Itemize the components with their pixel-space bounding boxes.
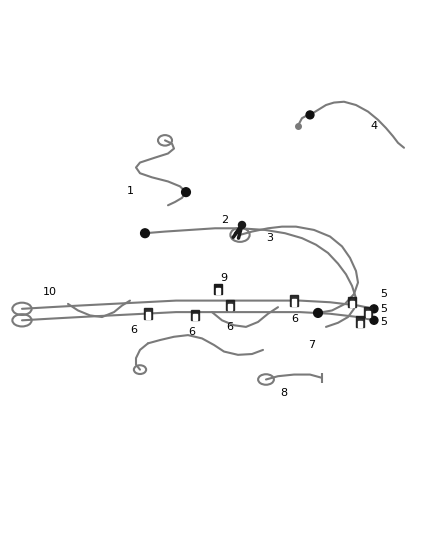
- Polygon shape: [228, 304, 232, 310]
- Circle shape: [182, 188, 191, 197]
- Text: 7: 7: [308, 340, 315, 350]
- Text: 10: 10: [43, 287, 57, 297]
- Text: 2: 2: [222, 215, 229, 225]
- Polygon shape: [348, 297, 357, 307]
- Text: 9: 9: [220, 272, 228, 282]
- Circle shape: [141, 229, 149, 238]
- Text: 6: 6: [188, 327, 195, 337]
- Text: 1: 1: [127, 187, 134, 196]
- Circle shape: [370, 317, 378, 324]
- Circle shape: [239, 222, 246, 229]
- Polygon shape: [364, 306, 372, 317]
- Polygon shape: [191, 310, 199, 320]
- Polygon shape: [216, 288, 220, 294]
- Polygon shape: [214, 284, 223, 294]
- Polygon shape: [144, 308, 152, 319]
- Text: 4: 4: [371, 122, 378, 132]
- Circle shape: [306, 111, 314, 119]
- Polygon shape: [292, 299, 296, 305]
- Polygon shape: [226, 300, 234, 310]
- Polygon shape: [193, 314, 197, 320]
- Text: 5: 5: [381, 317, 388, 327]
- Text: 8: 8: [280, 387, 288, 398]
- Text: 3: 3: [266, 233, 273, 243]
- Polygon shape: [356, 317, 364, 327]
- Text: 5: 5: [381, 304, 388, 314]
- Circle shape: [370, 305, 378, 313]
- Polygon shape: [146, 312, 150, 319]
- Polygon shape: [350, 301, 354, 307]
- Polygon shape: [366, 311, 370, 317]
- Circle shape: [314, 309, 322, 317]
- Polygon shape: [290, 295, 298, 305]
- Text: 6: 6: [226, 322, 233, 332]
- Text: 6: 6: [292, 314, 299, 324]
- Text: 6: 6: [131, 325, 138, 335]
- Text: 5: 5: [381, 289, 388, 299]
- Polygon shape: [358, 320, 362, 327]
